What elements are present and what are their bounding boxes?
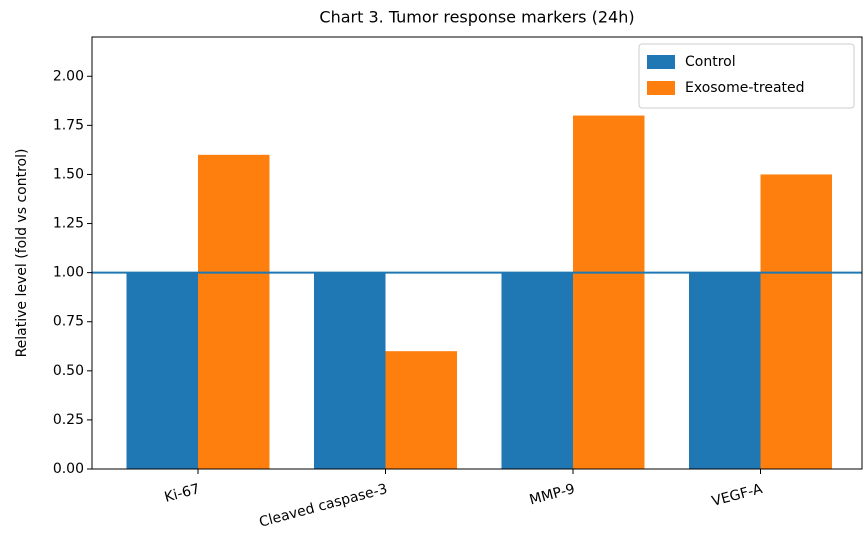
y-tick-label: 0.75 <box>53 314 84 330</box>
y-tick-label: 0.50 <box>53 363 84 379</box>
x-tick-label: MMP-9 <box>528 481 577 508</box>
y-tick-label: 0.00 <box>53 461 84 477</box>
bar <box>314 272 386 469</box>
y-tick-label: 1.00 <box>53 265 84 281</box>
legend-swatch <box>647 81 675 95</box>
y-tick-label: 1.75 <box>53 117 84 133</box>
bar <box>501 272 573 469</box>
x-tick-label: Ki-67 <box>163 481 202 506</box>
plot-frame <box>91 36 863 470</box>
x-tick-label: VEGF-A <box>710 481 764 510</box>
y-tick-label: 2.00 <box>53 68 84 84</box>
legend-box <box>638 43 855 109</box>
x-tick-label: Cleaved caspase-3 <box>257 481 389 531</box>
bar <box>573 115 645 469</box>
bar <box>198 154 270 469</box>
bar <box>689 272 761 469</box>
y-tick-label: 1.25 <box>53 216 84 232</box>
y-tick-label: 1.50 <box>53 166 84 182</box>
bar <box>760 174 832 470</box>
bar <box>385 351 457 469</box>
y-tick-label: 0.25 <box>53 412 84 428</box>
chart-title: Chart 3. Tumor response markers (24h) <box>319 8 634 27</box>
bar <box>126 272 198 469</box>
legend-label: Exosome-treated <box>685 80 805 96</box>
legend-swatch <box>647 55 675 69</box>
y-axis-label: Relative level (fold vs control) <box>14 149 30 358</box>
legend-label: Control <box>685 54 736 70</box>
